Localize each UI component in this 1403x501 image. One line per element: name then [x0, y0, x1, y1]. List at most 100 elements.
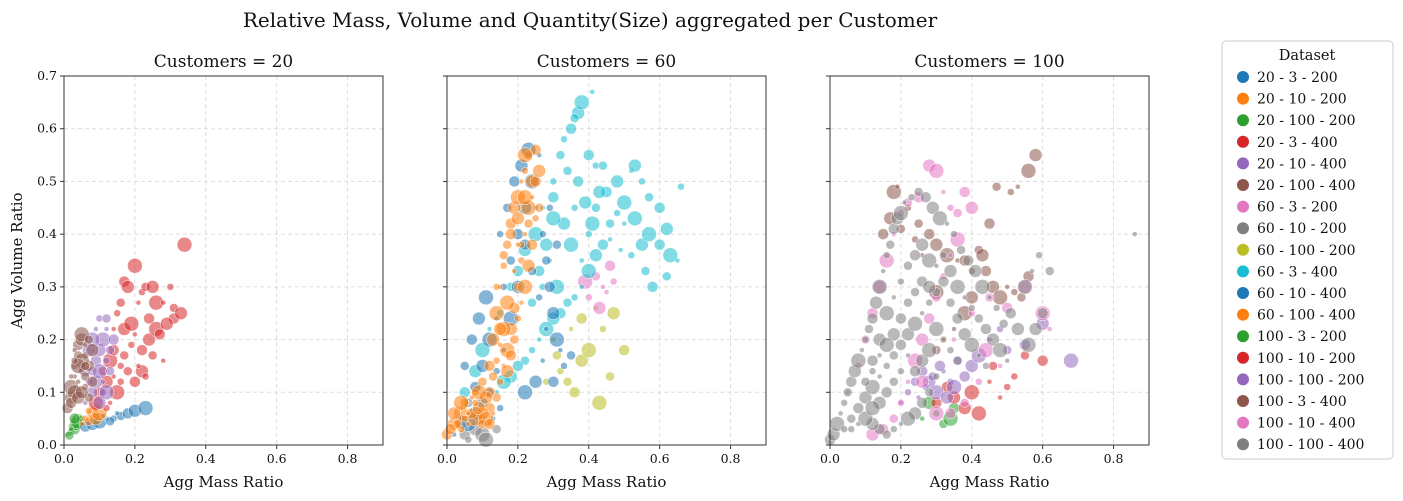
legend-entry: 60 - 3 - 200: [1237, 200, 1338, 216]
data-point: [531, 214, 540, 223]
data-point: [591, 203, 601, 213]
data-point: [103, 326, 110, 332]
data-point: [522, 231, 528, 237]
legend-marker: [1237, 200, 1249, 213]
data-point: [928, 405, 945, 422]
data-point: [1020, 337, 1037, 353]
data-point: [68, 373, 74, 380]
legend-marker: [1237, 330, 1249, 343]
data-point: [646, 281, 659, 293]
data-point: [98, 384, 115, 401]
data-point: [123, 316, 140, 332]
data-point: [968, 304, 976, 312]
x-tick-label: 0.8: [338, 451, 358, 466]
data-point: [1004, 357, 1010, 364]
y-axis-label: Agg Volume Ratio: [8, 192, 26, 329]
legend-label: 60 - 100 - 400: [1257, 308, 1356, 324]
data-point: [957, 327, 972, 342]
plot-frame: [446, 75, 767, 446]
data-point: [583, 149, 595, 161]
data-point: [660, 222, 674, 236]
data-point: [578, 257, 585, 264]
data-point: [933, 263, 940, 269]
data-point: [653, 202, 666, 214]
data-point: [904, 388, 912, 397]
data-point: [578, 195, 592, 210]
data-point: [889, 350, 899, 361]
data-point: [1063, 352, 1079, 369]
data-point: [891, 294, 897, 301]
data-point: [488, 371, 498, 382]
data-point: [86, 375, 99, 388]
data-point: [876, 352, 883, 359]
legend-entry: 60 - 3 - 400: [1237, 264, 1338, 280]
data-point: [1020, 163, 1037, 179]
data-point: [589, 248, 603, 262]
legend-label: 20 - 100 - 200: [1257, 113, 1356, 129]
data-point: [1028, 148, 1043, 162]
data-point: [505, 228, 517, 240]
data-point: [616, 194, 632, 211]
legend-label: 20 - 10 - 400: [1257, 156, 1347, 172]
data-point: [1036, 354, 1049, 367]
data-point: [581, 263, 597, 279]
x-tick-label: 0.8: [721, 451, 741, 466]
data-point: [74, 385, 89, 400]
data-point: [850, 352, 867, 369]
data-point: [898, 421, 904, 427]
data-point: [1007, 188, 1015, 196]
legend-label: 60 - 10 - 200: [1257, 221, 1347, 237]
data-point: [132, 331, 138, 338]
data-point: [897, 277, 905, 286]
data-point: [1036, 307, 1049, 319]
data-point: [951, 326, 957, 332]
data-point: [988, 361, 998, 371]
data-point: [534, 203, 544, 213]
data-point: [115, 297, 126, 308]
legend-entry: 20 - 100 - 200: [1237, 113, 1356, 129]
data-point: [976, 352, 982, 359]
data-point: [127, 341, 136, 349]
legend-entry: 20 - 100 - 400: [1237, 178, 1356, 194]
data-point: [539, 357, 546, 364]
data-point: [915, 332, 929, 347]
data-point: [961, 294, 968, 301]
data-point: [556, 367, 565, 375]
data-point: [952, 355, 963, 366]
data-point: [105, 416, 115, 427]
data-point: [562, 297, 573, 308]
x-axis-label: Agg Mass Ratio: [163, 473, 284, 491]
legend-label: 100 - 10 - 400: [1257, 416, 1356, 432]
data-point: [572, 175, 584, 188]
data-point: [497, 342, 503, 348]
y-tick-label: 0.3: [37, 279, 57, 294]
data-point: [471, 399, 480, 407]
data-point: [958, 370, 971, 383]
data-point: [581, 342, 597, 358]
data-point: [1029, 268, 1035, 274]
data-point: [889, 413, 899, 424]
y-tick-label: 0.1: [37, 384, 57, 399]
data-point: [526, 238, 538, 251]
data-point: [570, 204, 579, 212]
plot-frame: [829, 75, 1150, 446]
legend-label: 60 - 10 - 400: [1257, 286, 1347, 302]
data-point: [546, 204, 554, 212]
data-point: [493, 322, 507, 336]
data-point: [653, 238, 666, 251]
y-tick-label: 0.0: [37, 437, 57, 452]
data-point: [1035, 251, 1043, 259]
data-point: [70, 356, 79, 365]
data-point: [928, 321, 945, 337]
data-point: [964, 384, 980, 401]
data-point: [604, 260, 616, 272]
data-point: [598, 160, 608, 171]
data-point: [496, 404, 504, 412]
legend-marker: [1237, 395, 1249, 407]
data-point: [997, 363, 1003, 369]
data-point: [600, 284, 606, 290]
y-tick-label: 0.6: [37, 121, 57, 136]
legend-marker: [1237, 287, 1249, 299]
data-point: [543, 326, 549, 332]
data-point: [505, 349, 517, 362]
